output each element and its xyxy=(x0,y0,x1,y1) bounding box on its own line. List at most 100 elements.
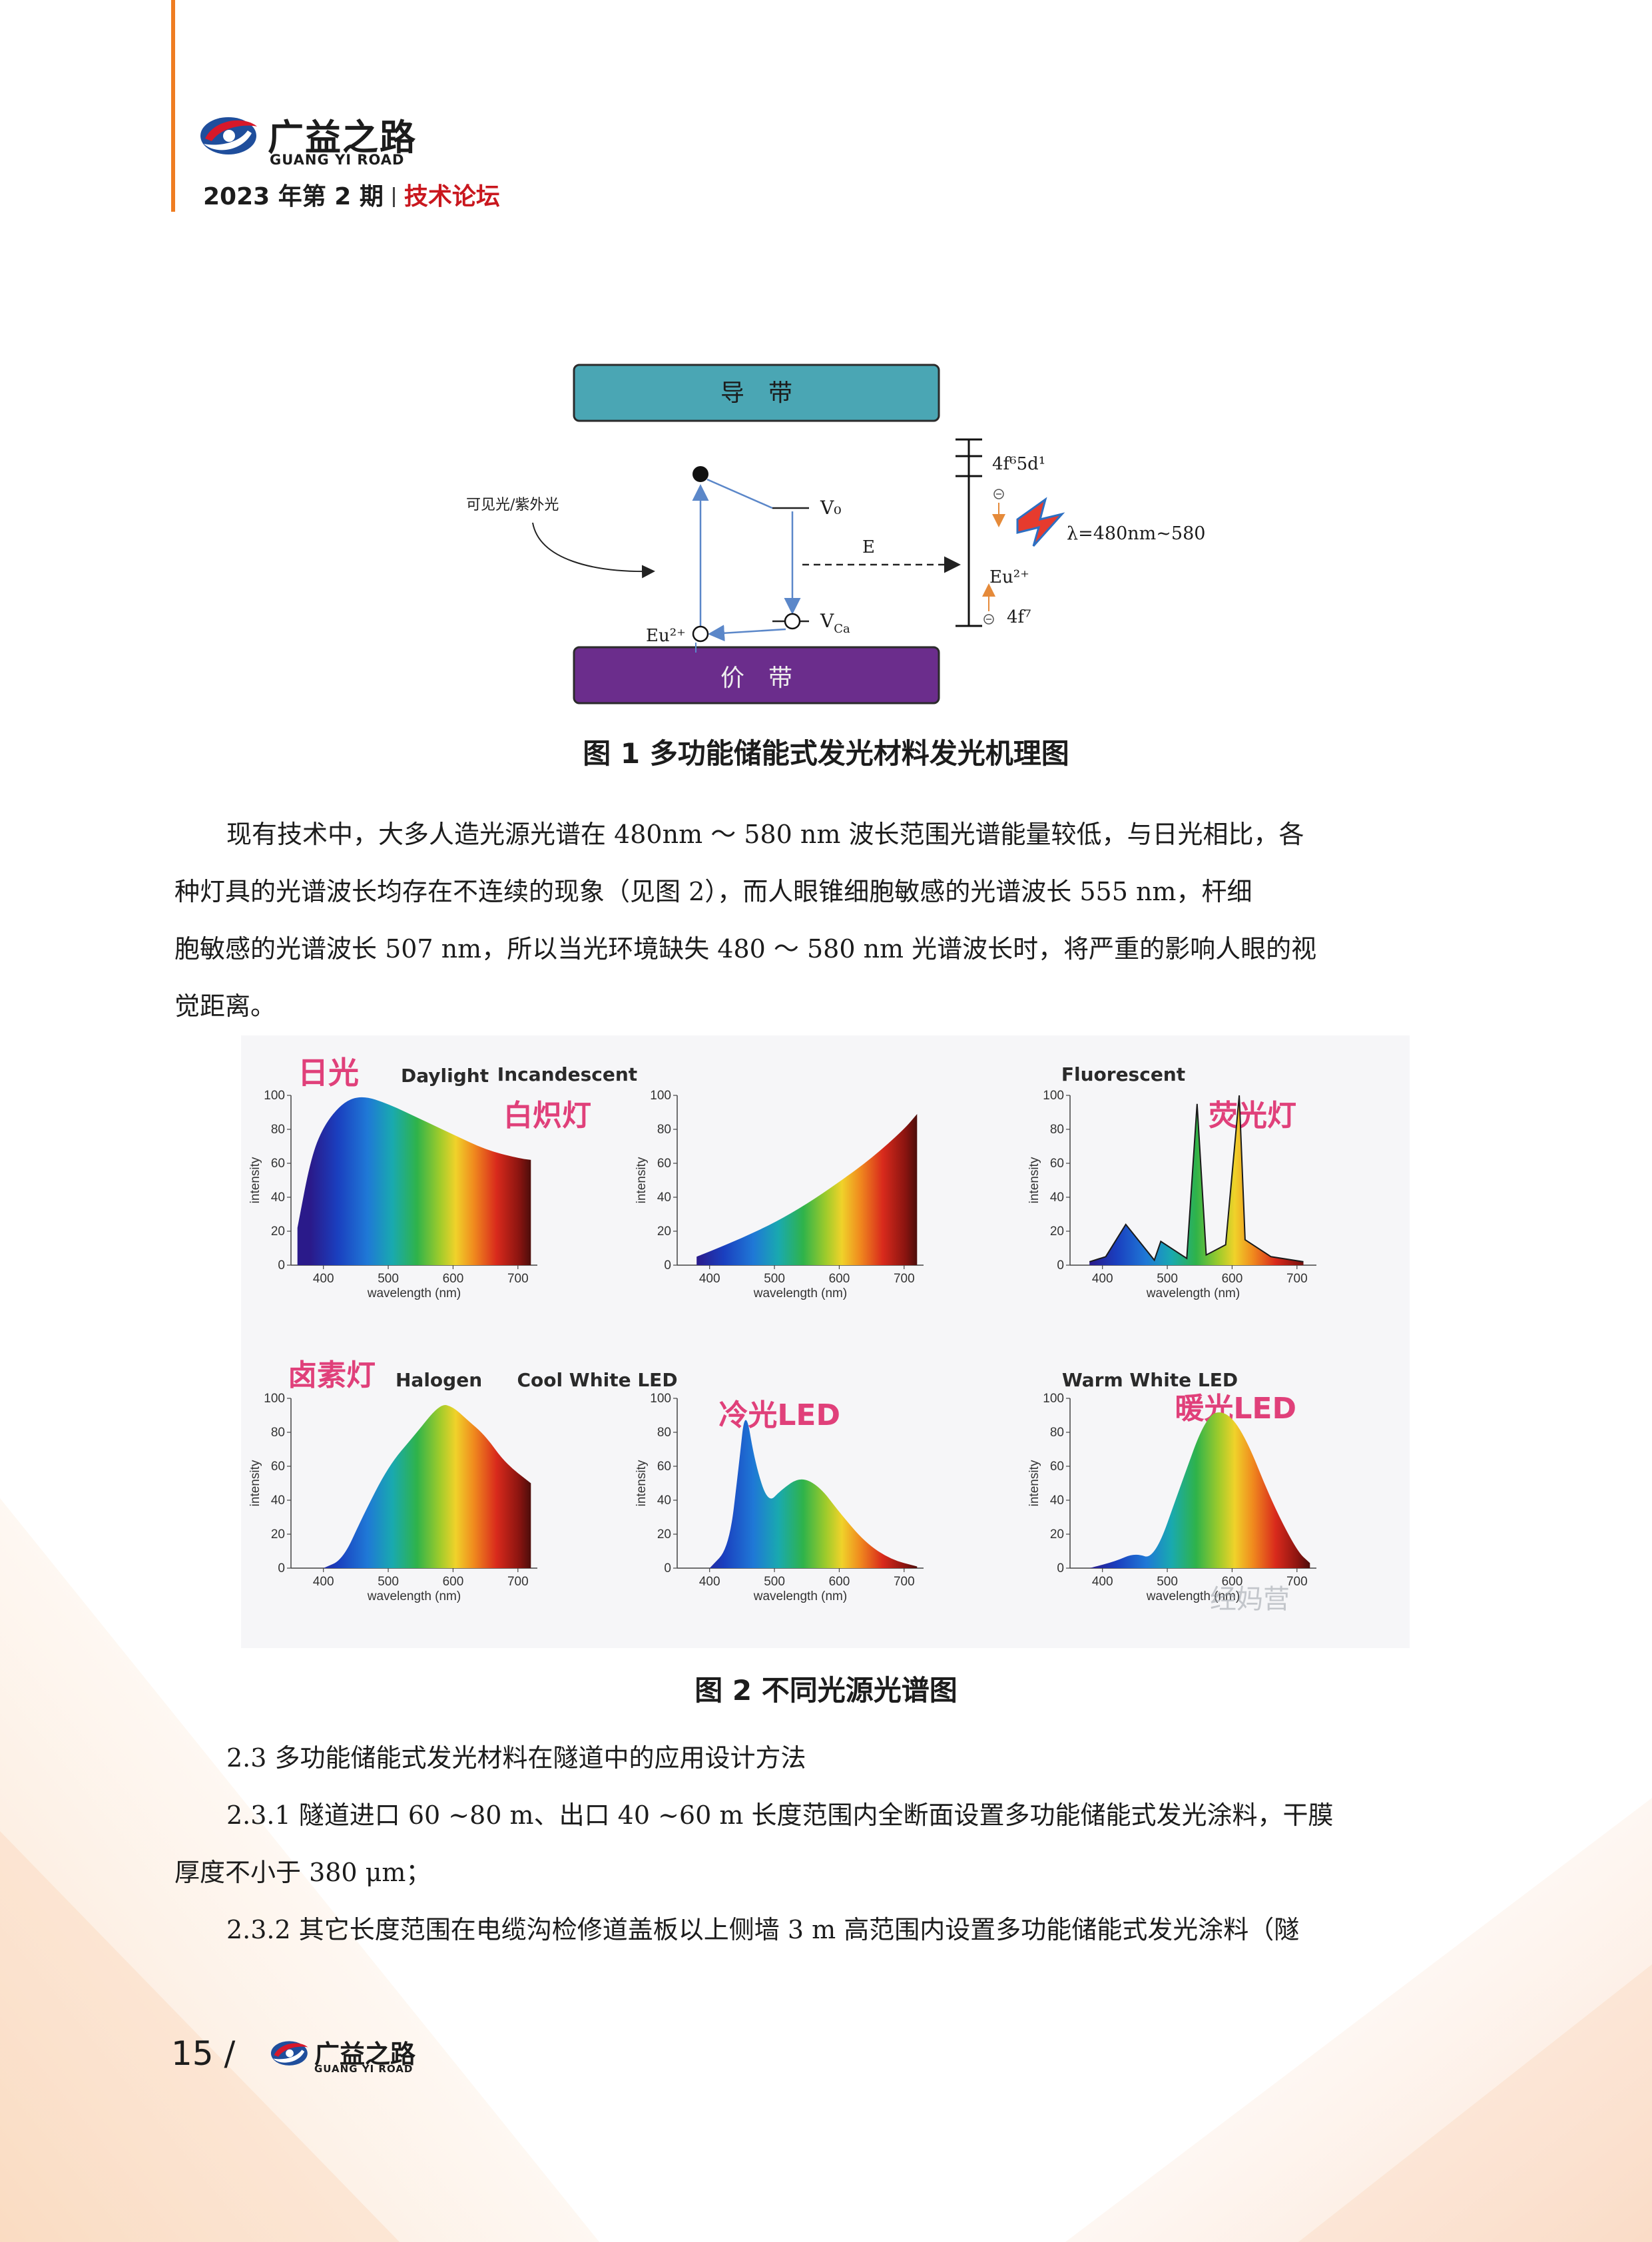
y-axis-label: intensity xyxy=(635,1460,649,1506)
y-tick-label: 0 xyxy=(664,1561,671,1575)
figure-2-caption: 图 2 不同光源光谱图 xyxy=(694,1674,958,1707)
eu-ground-state xyxy=(692,625,709,643)
y-tick-label: 40 xyxy=(271,1494,285,1508)
figure-2-spectra: Daylight 日光 0 20 40 60 80 100 400 500 600 700 wavele… xyxy=(241,1035,1410,1648)
y-axis-label: intensity xyxy=(248,1157,262,1203)
x-tick-label: 400 xyxy=(699,1272,720,1286)
label-eu-left: Eu²⁺ xyxy=(646,626,686,646)
y-axis-label: intensity xyxy=(635,1157,649,1203)
y-tick-label: 20 xyxy=(1050,1225,1064,1239)
x-tick-label: 500 xyxy=(764,1272,785,1286)
x-tick-label: 600 xyxy=(1222,1575,1243,1589)
y-tick-label: 0 xyxy=(278,1259,285,1272)
spectrum-panel-3: Fluorescent 荧光灯 0 20 40 60 80 100 400 500 600 700 wa… xyxy=(1027,1063,1316,1300)
panel-title-en: Daylight xyxy=(401,1065,489,1087)
spectrum-area xyxy=(696,1114,918,1265)
y-tick-label: 40 xyxy=(657,1191,671,1205)
y-tick-label: 80 xyxy=(657,1426,671,1440)
spectrum-panel-2: Incandescent 白炽灯 0 20 40 60 80 100 400 500 600 700 w… xyxy=(497,1063,924,1300)
x-tick-label: 400 xyxy=(313,1272,334,1286)
spectrum-area xyxy=(1089,1412,1310,1568)
y-tick-label: 80 xyxy=(657,1123,671,1137)
footer-logo-icon xyxy=(270,2041,308,2066)
x-tick-label: 400 xyxy=(1092,1575,1113,1589)
spectrum-area xyxy=(709,1420,918,1568)
section-2-3-heading: 2.3 多功能储能式发光材料在隧道中的应用设计方法 xyxy=(226,1743,806,1773)
y-tick-label: 60 xyxy=(1050,1157,1064,1171)
footer-brand-cn: 广益之路 xyxy=(314,2040,416,2069)
brand-logo-icon xyxy=(200,117,257,154)
paragraph-2-3-2-line-1: 2.3.2 其它长度范围在电缆沟检修道盖板以上侧墙 3 m 高范围内设置多功能储… xyxy=(226,1915,1300,1944)
footer-brand-en: GUANG YI ROAD xyxy=(314,2063,413,2075)
y-tick-label: 40 xyxy=(271,1191,285,1205)
x-tick-label: 700 xyxy=(507,1272,529,1286)
y-tick-label: 100 xyxy=(264,1392,285,1406)
y-tick-label: 80 xyxy=(1050,1123,1064,1137)
section-2-3: 2.3 多功能储能式发光材料在隧道中的应用设计方法 2.3.1 隧道进口 60 … xyxy=(174,1729,1478,1958)
panel-title-en: Incandescent xyxy=(497,1063,637,1085)
y-axis-label: intensity xyxy=(1027,1157,1041,1203)
y-tick-label: 20 xyxy=(657,1528,671,1541)
y-tick-label: 100 xyxy=(1043,1089,1064,1103)
x-axis-label: wavelength (nm) xyxy=(1146,1589,1240,1603)
y-tick-label: 60 xyxy=(271,1460,285,1474)
y-tick-label: 80 xyxy=(271,1123,285,1137)
y-tick-label: 0 xyxy=(1057,1561,1064,1575)
valence-band xyxy=(573,646,940,704)
figure-1-band-diagram: 导 带 价 带 V₀ VCa Eu²⁺ E 可见光/紫外光 xyxy=(459,360,1205,719)
y-tick-label: 80 xyxy=(1050,1426,1064,1440)
panel-title-en: Halogen xyxy=(396,1369,482,1391)
paragraph-1-line-2: 种灯具的光谱波长均存在不连续的现象（见图 2），而人眼锥细胞敏感的光谱波长 55… xyxy=(174,877,1252,906)
y-tick-label: 20 xyxy=(1050,1528,1064,1541)
x-tick-label: 500 xyxy=(378,1575,399,1589)
y-tick-label: 60 xyxy=(1050,1460,1064,1474)
panel-title-cn: 冷光LED xyxy=(718,1398,840,1432)
y-tick-label: 40 xyxy=(1050,1191,1064,1205)
watermark: 经妈营 xyxy=(1210,1584,1290,1615)
brand-name-en: GUANG YI ROAD xyxy=(270,152,405,168)
brand-name-cn: 广益之路 xyxy=(268,117,417,158)
x-tick-label: 700 xyxy=(1286,1272,1308,1286)
panel-title-cn: 暖光LED xyxy=(1175,1392,1296,1426)
valence-band-label: 价 带 xyxy=(720,665,792,692)
paragraph-1-line-3: 胞敏感的光谱波长 507 nm，所以当光环境缺失 480 ～ 580 nm 光谱… xyxy=(174,934,1317,964)
y-tick-label: 20 xyxy=(271,1528,285,1541)
label-visible-uv: 可见光/紫外光 xyxy=(466,497,559,513)
spectrum-area xyxy=(1089,1095,1304,1265)
label-v0: V₀ xyxy=(820,497,841,519)
label-4f7: 4f⁷ xyxy=(1007,607,1031,627)
y-tick-label: 100 xyxy=(650,1392,671,1406)
y-tick-label: 20 xyxy=(657,1225,671,1239)
issue-separator xyxy=(392,187,395,207)
y-tick-label: 20 xyxy=(271,1225,285,1239)
label-4f65d1: 4f⁶5d¹ xyxy=(992,454,1045,474)
panel-title-cn: 卤素灯 xyxy=(288,1358,376,1392)
label-vca: VCa xyxy=(820,610,850,636)
label-eu-right: Eu²⁺ xyxy=(989,567,1029,587)
x-tick-label: 500 xyxy=(378,1272,399,1286)
x-axis-label: wavelength (nm) xyxy=(1146,1286,1240,1300)
y-tick-label: 40 xyxy=(1050,1494,1064,1508)
y-tick-label: 100 xyxy=(650,1089,671,1103)
label-e: E xyxy=(862,537,875,557)
x-tick-label: 600 xyxy=(829,1575,850,1589)
x-tick-label: 600 xyxy=(829,1272,850,1286)
y-axis-label: intensity xyxy=(1027,1460,1041,1506)
x-tick-label: 600 xyxy=(443,1272,464,1286)
x-tick-label: 500 xyxy=(1157,1575,1178,1589)
panel-title-en: Fluorescent xyxy=(1061,1063,1185,1085)
x-tick-label: 500 xyxy=(1157,1272,1178,1286)
spectrum-panel-4: Halogen 卤素灯 0 20 40 60 80 100 400 500 600 700 wavele… xyxy=(248,1358,537,1603)
x-tick-label: 500 xyxy=(764,1575,785,1589)
x-axis-label: wavelength (nm) xyxy=(753,1286,847,1300)
y-tick-label: 60 xyxy=(271,1157,285,1171)
x-axis-label: wavelength (nm) xyxy=(753,1589,847,1603)
y-tick-label: 80 xyxy=(271,1426,285,1440)
issue-number: 2023 年第 2 期 xyxy=(203,183,384,210)
y-tick-label: 40 xyxy=(657,1494,671,1508)
figure-1-caption: 图 1 多功能储能式发光材料发光机理图 xyxy=(583,737,1069,770)
spectrum-panel-5: Cool White LED 冷光LED 0 20 40 60 80 100 400 500 600… xyxy=(517,1369,924,1603)
y-axis-label: intensity xyxy=(248,1460,262,1506)
y-tick-label: 0 xyxy=(664,1259,671,1272)
